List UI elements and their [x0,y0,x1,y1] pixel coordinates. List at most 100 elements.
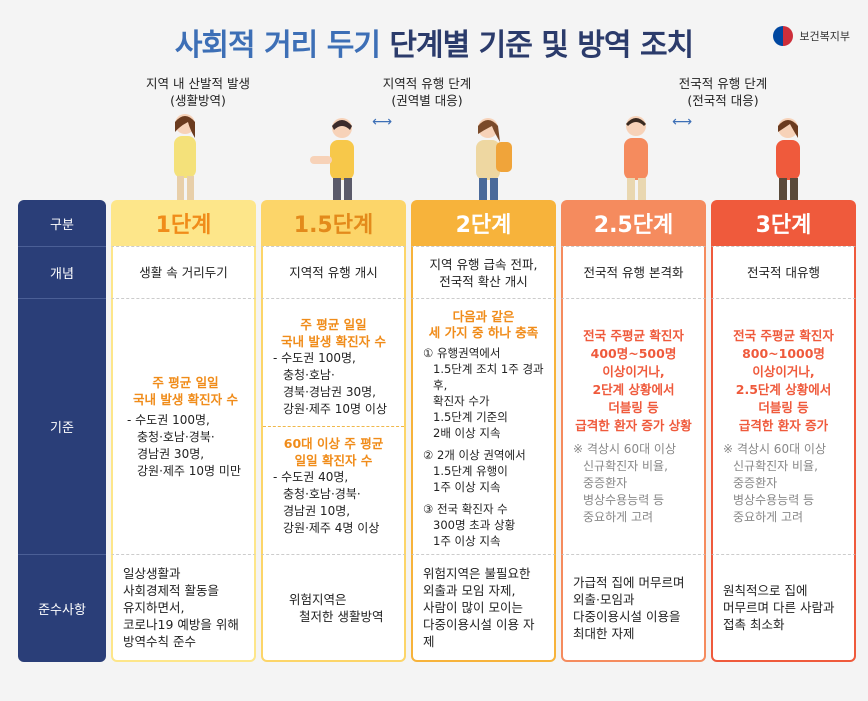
criteria-line: 확진자 수가 [433,394,490,408]
person-illustration [174,114,196,200]
phase-national-line1: 전국적 유행 단계 [678,76,768,91]
concept-text: 전국적 유행 본격화 [583,265,684,280]
concept-cell: 전국적 유행 본격화 [561,246,706,298]
criteria-line: 300명 초과 상황 [433,518,516,532]
arrow-icon: ⟷ [372,114,393,130]
compliance-line: 머무르며 다른 사람과 [723,600,835,615]
criteria-heading-line: 국내 발생 확진자 수 [132,391,239,407]
arrow-icon: ⟷ [672,114,693,130]
criteria-heading-line: 더블링 등 [758,400,809,415]
criteria-line: 강원·제주 10명 미만 [137,463,241,478]
concept-text: 생활 속 거리두기 [139,265,228,280]
criteria-heading-line: 세 가지 중 하나 충족 [428,325,539,340]
compliance-line: 외출·모임과 [573,591,635,607]
criteria-heading-line: 60대 이상 주 평균 [283,436,384,451]
criteria-line: 1.5단계 조치 1주 경과 후, [433,362,544,392]
phase-local: 지역 내 산발적 발생 (생활방역) [128,75,268,109]
compliance-line: 코로나19 예방을 위해 [123,617,239,632]
criteria-line: ③ 전국 확진자 수 [423,502,508,516]
compliance-line: 사람이 많이 모이는 [423,600,523,615]
criteria-line: 중증환자 [583,476,628,490]
criteria-heading-line: 전국 주평균 확진자 [583,328,684,343]
criteria-line: - 수도권 100명, [273,351,356,365]
compliance-line: 원칙적으로 집에 [723,583,808,598]
criteria-line: 강원·제주 10명 이상 [283,402,387,416]
criteria-body: - 수도권 100명, 충청·호남·경북· 경남권 30명, 강원·제주 10명… [127,412,244,480]
person-illustration [624,116,648,200]
criteria-heading-line: 이상이거나, [752,364,815,379]
phase-regional-line1: 지역적 유행 단계 [382,76,472,91]
criteria-heading-line: 일일 확진자 수 [294,453,373,468]
criteria-heading-line: 주 평균 일일 [300,317,367,332]
compliance-cell-level1: 일상생활과 사회경제적 활동을 유지하면서, 코로나19 예방을 위해 방역수칙… [111,554,256,662]
concept-cell: 지역 유행 급속 전파, 전국적 확산 개시 [411,246,556,298]
criteria-condition-2: ② 2개 이상 권역에서 1.5단계 유행이 1주 이상 지속 [423,447,544,495]
level-2-header: 2단계 [411,200,556,246]
criteria-cell-level15: 주 평균 일일 국내 발생 확진자 수 - 수도권 100명, 충청·호남· 경… [261,298,406,554]
compliance-cell-level3: 원칙적으로 집에 머무르며 다른 사람과 접촉 최소화 [711,554,856,662]
concept-text: 전국적 대유행 [747,265,820,280]
criteria-line: ② 2개 이상 권역에서 [423,448,526,462]
phase-regional: 지역적 유행 단계 (권역별 대응) [362,75,492,109]
criteria-heading-line: 이상이거나, [602,364,665,379]
level-3-header: 3단계 [711,200,856,246]
criteria-line: 중증환자 [733,476,778,490]
row-label-compliance: 준수사항 [18,554,106,662]
compliance-line: 위험지역은 [289,591,347,607]
criteria-line: 신규확진자 비율, [733,459,818,473]
compliance-cell-level25: 가급적 집에 머무르며 외출·모임과 다중이용시설 이용을 최대한 자제 [561,554,706,662]
title-part1: 사회적 거리 두기 [174,28,381,63]
criteria-heading: 다음과 같은 세 가지 중 하나 충족 [423,309,544,341]
criteria-cell-level25: 전국 주평균 확진자 400명~500명 이상이거나, 2단계 상황에서 더블링… [561,298,706,554]
criteria-line: 병상수용능력 등 [583,493,665,507]
concept-text: 전국적 확산 개시 [439,273,528,289]
criteria-heading-line: 800~1000명 [742,346,825,361]
criteria-line: 강원·제주 4명 이상 [283,521,380,535]
phase-regional-line2: (권역별 대응) [391,93,463,108]
row-label-concept: 개념 [18,246,106,298]
criteria-line: 중요하게 고려 [733,510,804,524]
criteria-line: ※ 격상시 60대 이상 [573,442,677,456]
compliance-line: 접촉 최소화 [723,617,785,632]
criteria-heading: 주 평균 일일 국내 발생 확진자 수 [127,374,244,408]
criteria-heading-line: 급격한 환자 증가 [738,418,829,433]
compliance-line: 최대한 자제 [573,625,635,641]
concept-cell: 생활 속 거리두기 [111,246,256,298]
criteria-line: 충청·호남· [283,368,335,382]
compliance-line: 사회경제적 활동을 [123,583,219,598]
compliance-line: 가급적 집에 머무르며 [573,574,685,590]
level-15-header: 1.5단계 [261,200,406,246]
criteria-line: ① 유행권역에서 [423,346,501,360]
ministry-logo: 보건복지부 [773,26,850,46]
criteria-heading-line: 주 평균 일일 [152,374,219,390]
criteria-body: - 수도권 40명, 충청·호남·경북· 경남권 10명, 강원·제주 4명 이… [273,469,394,537]
criteria-line: 1.5단계 기준의 [433,410,508,424]
criteria-condition-1: ① 유행권역에서 1.5단계 조치 1주 경과 후, 확진자 수가 1.5단계 … [423,345,544,441]
row-label-criteria: 기준 [18,298,106,554]
person-illustration [310,118,354,200]
criteria-note: ※ 격상시 60대 이상 신규확진자 비율, 중증환자 병상수용능력 등 중요하… [573,441,694,526]
person-illustration [476,118,512,200]
phase-local-line2: (생활방역) [170,93,226,108]
concept-cell: 지역적 유행 개시 [261,246,406,298]
row-label-division: 구분 [18,200,106,246]
compliance-line: 일상생활과 [123,566,181,581]
criteria-condition-3: ③ 전국 확진자 수 300명 초과 상황 1주 이상 지속 [423,501,544,549]
criteria-line: 신규확진자 비율, [583,459,668,473]
criteria-cell-level1: 주 평균 일일 국내 발생 확진자 수 - 수도권 100명, 충청·호남·경북… [111,298,256,554]
criteria-heading: 60대 이상 주 평균 일일 확진자 수 [273,435,394,469]
compliance-line: 방역수칙 준수 [123,634,196,649]
compliance-line: 유지하면서, [123,600,185,615]
criteria-line: 2배 이상 지속 [433,426,501,440]
compliance-line: 다중이용시설 이용을 [573,608,681,624]
criteria-heading-line: 급격한 환자 증가 상황 [575,418,692,433]
criteria-line: 경남권 30명, [137,446,205,461]
criteria-heading: 전국 주평균 확진자 800~1000명 이상이거나, 2.5단계 상황에서 더… [723,327,844,435]
criteria-heading-line: 2단계 상황에서 [592,382,675,397]
criteria-table: 구분 1단계 1.5단계 2단계 2.5단계 3단계 개념 생활 속 거리두기 … [18,200,856,662]
phase-national: 전국적 유행 단계 (전국적 대응) [658,75,788,109]
page-title: 사회적 거리 두기 단계별 기준 및 방역 조치 [0,20,868,64]
criteria-heading-line: 더블링 등 [608,400,659,415]
criteria-line: 1주 이상 지속 [433,480,501,494]
criteria-line: 경남권 10명, [283,504,351,518]
